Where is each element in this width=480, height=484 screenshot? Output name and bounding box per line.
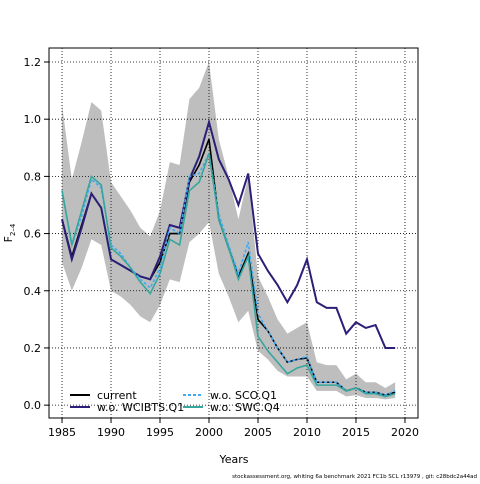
series-line (61, 150, 396, 396)
y-tick-label: 0.0 (24, 399, 42, 412)
x-tick-label: 2015 (342, 426, 370, 439)
x-tick-label: 2000 (195, 426, 223, 439)
x-tick-label: 2020 (391, 426, 419, 439)
x-axis-label: Years (218, 453, 248, 466)
y-tick-label: 0.6 (24, 228, 42, 241)
confidence-band (62, 62, 396, 400)
footer: stockassessment.org, whiting 6a benchmar… (232, 474, 477, 480)
legend-label: current (97, 389, 137, 402)
x-tick-label: 2005 (244, 426, 272, 439)
y-tick-label: 0.4 (24, 285, 42, 298)
series-line (61, 153, 396, 398)
y-axis-label: F2–4 (2, 223, 17, 242)
legend-label: w.o. SWC.Q4 (210, 401, 280, 414)
x-tick-label: 1985 (48, 426, 76, 439)
y-tick-label: 0.2 (24, 342, 42, 355)
x-tick-label: 2010 (293, 426, 321, 439)
x-tick-label: 1990 (97, 426, 125, 439)
plot-frame (48, 47, 419, 419)
y-tick-label: 0.8 (24, 170, 42, 183)
y-tick-label: 1.0 (24, 113, 42, 126)
legend-label: w.o. SCO.Q1 (210, 389, 277, 402)
x-tick-label: 1995 (146, 426, 174, 439)
series-line (61, 118, 396, 349)
y-tick-label: 1.2 (24, 56, 42, 69)
y-axis-label-sub: 2–4 (9, 223, 17, 236)
legend-label: w.o. WCIBTS.Q1 (97, 401, 184, 414)
y-axis-label-main: F (2, 236, 15, 242)
